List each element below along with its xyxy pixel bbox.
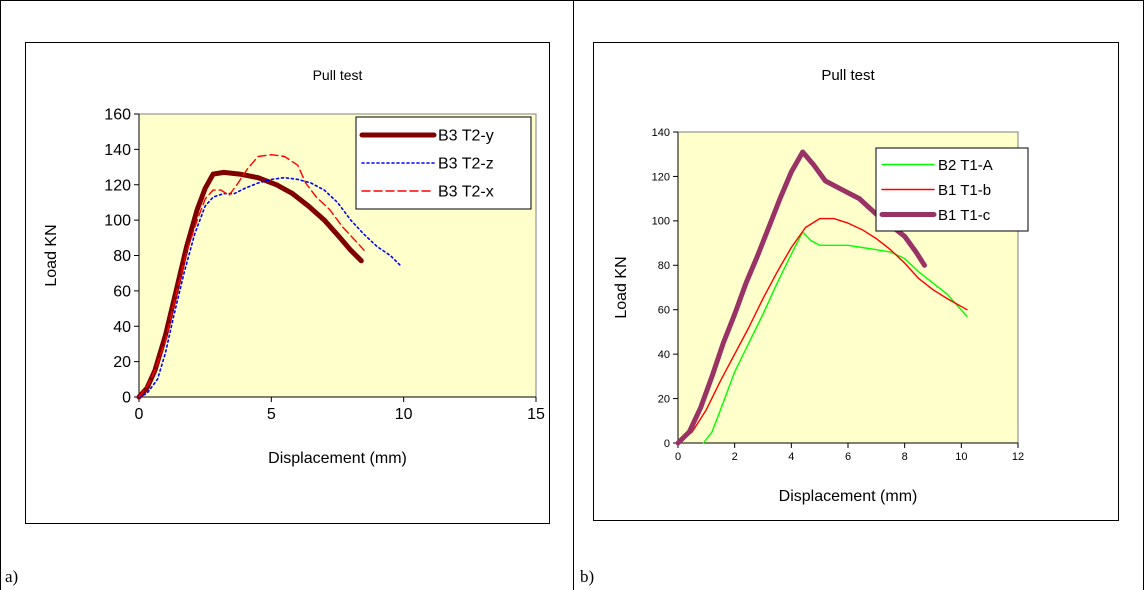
x-tick-label: 12: [1012, 451, 1024, 463]
x-axis-label: Displacement (mm): [779, 488, 918, 505]
x-tick-label: 5: [267, 406, 276, 423]
y-tick-label: 40: [113, 319, 131, 336]
legend-label-3: B1 T1-c: [938, 207, 991, 224]
y-tick-label: 160: [104, 107, 131, 124]
frame-top-border: [0, 0, 1144, 1]
y-tick-label: 140: [652, 127, 670, 139]
legend-box: [355, 116, 532, 210]
chart-a-box: Pull test 0 20 40 60 80 100 120 140 160 0 5 10 15 Disp…: [25, 42, 550, 524]
frame-left-border: [0, 0, 1, 590]
x-tick-label: 0: [675, 451, 681, 463]
y-tick-label: 120: [104, 177, 131, 194]
legend-label-1: B3 T2-y: [438, 128, 494, 145]
frame-divider: [573, 0, 574, 590]
panel-label-a: a): [5, 567, 19, 586]
y-tick-label: 120: [652, 171, 670, 183]
x-tick-label: 6: [845, 451, 851, 463]
chart-b-box: Pull test 0 20 40 60 80 100 120 140 0 2 4 6 8 10 12 Disp…: [593, 42, 1119, 521]
chart-b: Pull test 0 20 40 60 80 100 120 140 0 2 4 6 8 10 12 Disp…: [613, 67, 1029, 505]
chart-a: Pull test 0 20 40 60 80 100 120 140 160 0 5 10 15 Disp…: [43, 67, 545, 467]
y-tick-label: 80: [658, 260, 670, 272]
x-tick-label: 10: [395, 406, 413, 423]
y-axis-label: Load KN: [613, 256, 630, 318]
x-tick-label: 2: [732, 451, 738, 463]
y-tick-label: 40: [658, 349, 670, 361]
y-axis-label: Load KN: [43, 224, 60, 286]
y-tick-label: 20: [113, 354, 131, 371]
legend-label-2: B3 T2-z: [438, 156, 494, 173]
series-line-1: [136, 169, 364, 400]
series-line-1: [702, 231, 968, 444]
y-tick-label: 20: [658, 393, 670, 405]
y-tick-label: 140: [104, 142, 131, 159]
series-line-3: [138, 154, 365, 398]
chart-title: Pull test: [313, 67, 363, 83]
series-line-2: [138, 176, 402, 398]
legend-label-2: B1 T1-b: [938, 182, 991, 199]
panel-label-b: b): [580, 567, 595, 586]
y-tick-label: 100: [652, 216, 670, 228]
x-tick-label: 4: [788, 451, 794, 463]
y-tick-label: 0: [122, 390, 131, 407]
x-axis-label: Displacement (mm): [268, 450, 407, 467]
series-line-2: [677, 217, 968, 444]
y-tick-label: 80: [113, 248, 131, 265]
x-tick-label: 0: [135, 406, 144, 423]
legend-label-3: B3 T2-x: [438, 184, 494, 201]
x-tick-label: 15: [527, 406, 545, 423]
y-tick-label: 100: [104, 213, 131, 230]
y-tick-label: 60: [658, 305, 670, 317]
y-tick-label: 60: [113, 283, 131, 300]
legend-label-1: B2 T1-A: [938, 157, 993, 174]
chart-title: Pull test: [821, 67, 875, 84]
y-tick-label: 0: [664, 438, 670, 450]
x-tick-label: 8: [902, 451, 908, 463]
x-tick-label: 10: [955, 451, 967, 463]
